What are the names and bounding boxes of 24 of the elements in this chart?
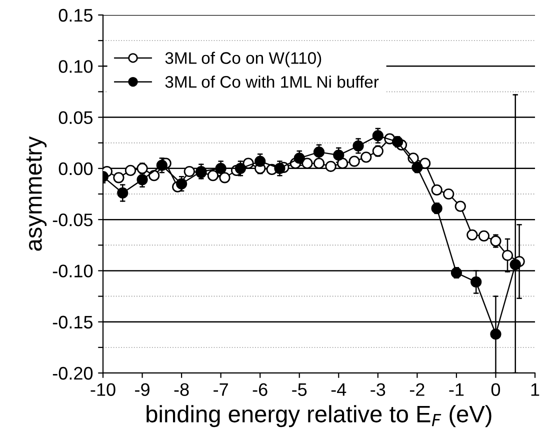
x-tick-label: -5	[292, 383, 307, 396]
x-tick-label: -7	[214, 383, 228, 396]
x-tick-label: -4	[331, 383, 346, 396]
legend-label: 3ML of Co on W(110)	[165, 52, 322, 68]
x-tick-label: -6	[252, 383, 268, 396]
y-tick-label: 0.10	[58, 60, 93, 73]
legend-label: 3ML of Co with 1ML Ni buffer	[165, 76, 379, 88]
y-tick-label: 0.05	[58, 111, 93, 124]
x-tick-label: -8	[174, 383, 189, 396]
x-tick-label: 0	[491, 383, 500, 396]
x-tick-label: 1	[531, 383, 540, 396]
y-tick-label: 0.00	[58, 162, 93, 176]
y-tick-label: -0.15	[52, 316, 93, 329]
y-axis-title: asymmetry	[26, 136, 47, 251]
x-tick-label: -10	[90, 383, 116, 396]
y-tick-label: -0.05	[52, 214, 93, 226]
y-tick-label: -0.20	[52, 366, 93, 380]
x-tick-label: -1	[449, 383, 464, 396]
y-tick-label: 0.15	[58, 8, 93, 22]
x-tick-label: -3	[370, 383, 386, 396]
y-tick-label: -0.10	[52, 264, 93, 278]
x-axis-title: binding energy relative to E$_{F}$ (eV)	[146, 405, 492, 428]
x-tick-label: -2	[410, 383, 424, 396]
x-tick-label: -9	[135, 383, 150, 396]
